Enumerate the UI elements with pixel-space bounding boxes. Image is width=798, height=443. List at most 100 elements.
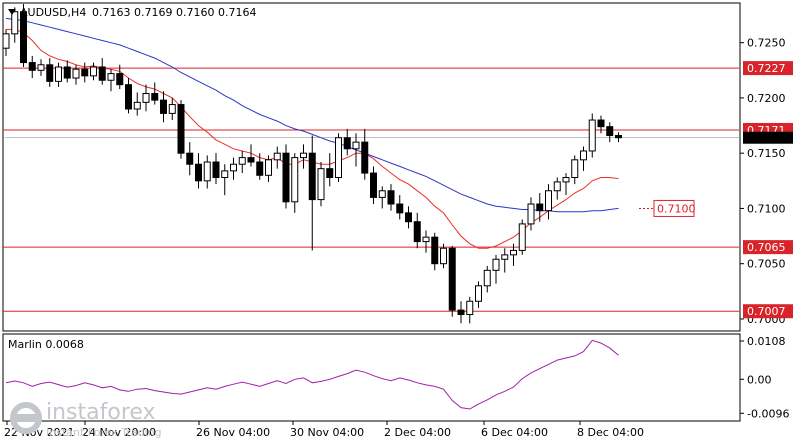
candle-body — [203, 161, 211, 182]
candle-body — [230, 163, 237, 172]
level-label-box — [743, 304, 793, 319]
candle-body — [527, 203, 535, 225]
candle-body — [317, 168, 325, 201]
candle-body — [81, 68, 89, 77]
candle-body — [238, 157, 246, 165]
level-label-box — [743, 240, 793, 255]
candle-body — [142, 93, 150, 103]
time-axis: 22 Nov 2021 24 Nov 20:00 26 Nov 04:00 30 No… — [4, 421, 644, 439]
candle-body — [2, 33, 10, 49]
marlin-series-line — [5, 339, 619, 410]
candle-body — [195, 163, 202, 182]
candle-body — [98, 66, 106, 81]
collapse-triangle-icon[interactable] — [8, 9, 16, 15]
marlin-line — [5, 339, 619, 410]
candle-body — [571, 159, 579, 178]
candles — [2, 4, 622, 324]
level-label: 0.7065 — [747, 241, 786, 254]
candle-body — [221, 170, 229, 178]
candle-body — [440, 247, 447, 265]
candle-body — [116, 73, 124, 86]
logo-tagline: Instant Forex Trading — [46, 426, 162, 439]
indicator-plot-area — [2, 333, 741, 422]
candle-body — [466, 300, 474, 316]
symbol-label: AUDUSD,H4 — [20, 6, 86, 19]
candle-body — [501, 254, 509, 260]
price-tick-label: 0.7250 — [747, 37, 786, 50]
indicator-label: Marlin 0.0068 — [8, 338, 84, 351]
candle-body — [387, 190, 395, 205]
candle-body — [457, 309, 465, 316]
candle-body — [405, 212, 412, 223]
candle-body — [518, 223, 526, 251]
candle-body — [597, 119, 605, 128]
candle-body — [580, 150, 587, 161]
candle-body — [11, 11, 19, 35]
candle-body — [510, 249, 517, 256]
candle-body — [536, 203, 544, 212]
candle-body — [562, 176, 570, 183]
target-label: 0.7100 — [657, 202, 696, 215]
indicator-tick-label: 0.0108 — [747, 335, 786, 348]
candle-body — [37, 64, 45, 71]
level-label: 0.7007 — [747, 305, 786, 318]
target-label-box — [653, 199, 695, 217]
candle-body — [55, 66, 62, 82]
indicator-axis: 0.0108 0.00 -0.0096 — [740, 335, 789, 420]
candle-body — [361, 141, 369, 174]
candle-body — [256, 161, 264, 176]
candle-body — [291, 157, 299, 203]
candle-body — [107, 73, 115, 81]
candle-body — [326, 168, 334, 178]
candle-body — [177, 104, 185, 154]
candle-body — [151, 93, 159, 101]
candle-body — [72, 68, 80, 79]
candle-body — [343, 137, 351, 150]
candle-body — [370, 172, 377, 198]
candle-body — [160, 99, 167, 114]
price-tick-label: 0.7050 — [747, 258, 786, 271]
main-plot-area — [2, 2, 741, 332]
logo-wordmark: instaforex — [46, 400, 156, 425]
time-tick-label: 30 Nov 04:00 — [290, 426, 364, 439]
candle-body — [378, 190, 386, 198]
candle-body — [431, 236, 439, 265]
candle-body — [247, 157, 255, 163]
ohlc-readout: 0.7163 0.7169 0.7160 0.7164 — [92, 6, 256, 19]
candle-body — [63, 66, 71, 79]
price-tick-label: 0.7150 — [747, 147, 786, 160]
current-price-box — [743, 131, 793, 144]
candle-body — [300, 152, 307, 159]
candle-body — [553, 181, 561, 192]
candle-body — [308, 152, 316, 201]
ma-blue-line — [5, 17, 619, 213]
time-tick-label: 6 Dec 04:00 — [481, 426, 548, 439]
level-label-box — [743, 61, 793, 76]
candle-body — [90, 66, 97, 77]
candle-body — [475, 285, 482, 302]
candle-body — [46, 64, 54, 82]
level-label: 0.7227 — [747, 62, 786, 75]
candle-body — [282, 152, 290, 203]
instaforex-logo — [8, 400, 46, 440]
price-tick-label: 0.7100 — [747, 202, 786, 215]
time-tick-label: 8 Dec 04:00 — [577, 426, 644, 439]
price-tick-label: 0.7200 — [747, 92, 786, 105]
candle-body — [186, 152, 194, 165]
candle-body — [335, 137, 342, 178]
candle-body — [588, 119, 596, 152]
horizontal-levels[interactable] — [3, 67, 739, 312]
candle-body — [168, 104, 176, 114]
indicator-tick-label: 0.00 — [747, 373, 772, 386]
candle-body — [125, 84, 132, 110]
logo-mark-icon — [10, 402, 42, 434]
candle-body — [396, 203, 404, 214]
candle-body — [20, 11, 27, 64]
candle-body — [265, 159, 272, 176]
candle-body — [483, 269, 491, 287]
time-tick-label: 2 Dec 04:00 — [384, 426, 451, 439]
candle-body — [545, 190, 552, 212]
